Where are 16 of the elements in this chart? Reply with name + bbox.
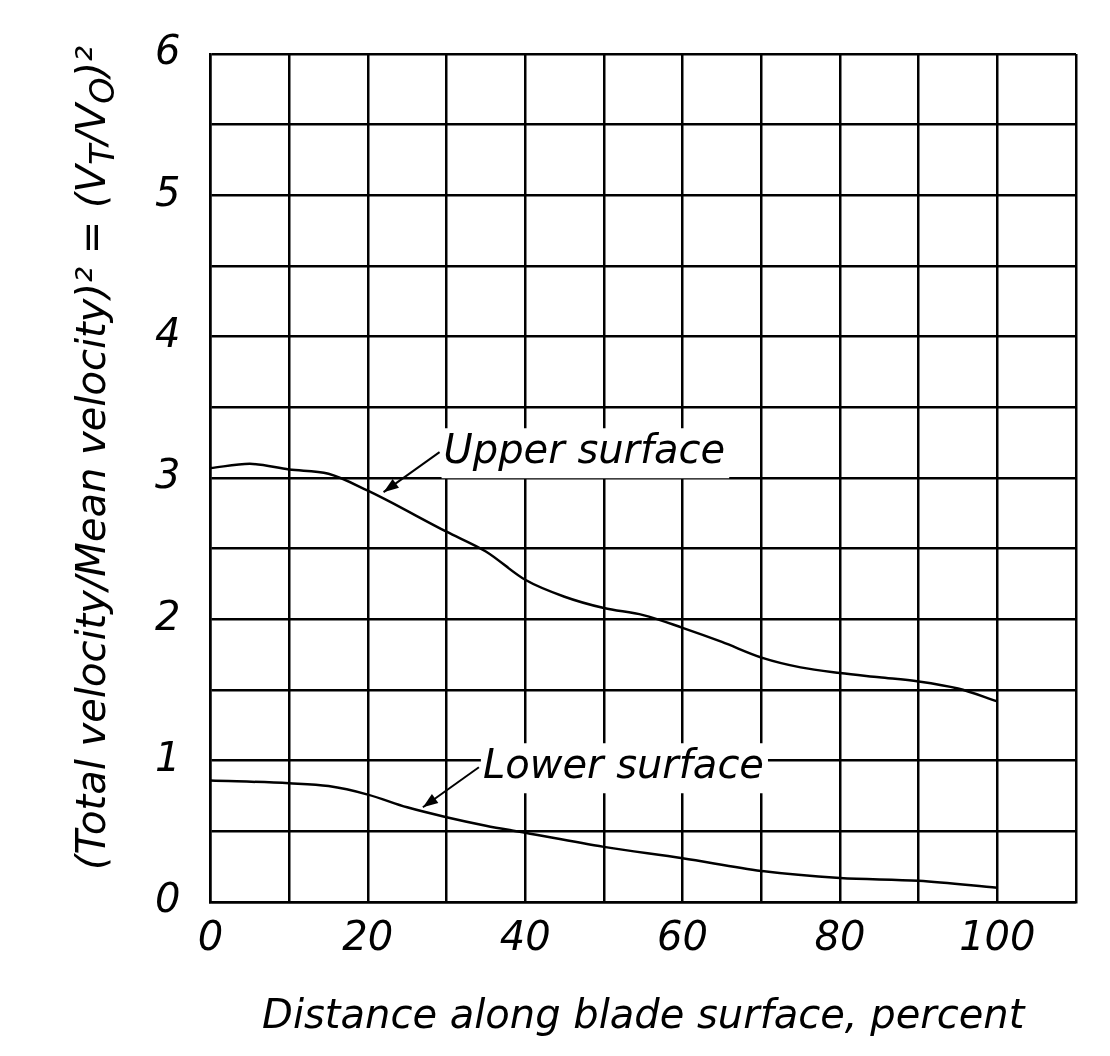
y-tick-label: 5 (155, 168, 181, 215)
y-tick-label: 3 (155, 451, 181, 498)
x-tick-label: 40 (499, 913, 551, 960)
y-tick-label: 1 (155, 734, 181, 781)
y-tick-label: 2 (155, 592, 181, 639)
x-tick-label: 0 (197, 913, 224, 960)
x-tick-label: 60 (657, 913, 709, 960)
y-tick-label: 6 (155, 27, 181, 74)
x-tick-label: 20 (342, 913, 394, 960)
x-axis-title: Distance along blade surface, percent (262, 991, 1026, 1038)
x-tick-label: 100 (959, 913, 1036, 960)
y-tick-label: 4 (155, 310, 181, 357)
annotation: Upper surface (443, 425, 726, 472)
y-tick-label: 0 (155, 875, 181, 922)
x-tick-label: 80 (814, 913, 866, 960)
annotation: Lower surface (482, 740, 764, 787)
